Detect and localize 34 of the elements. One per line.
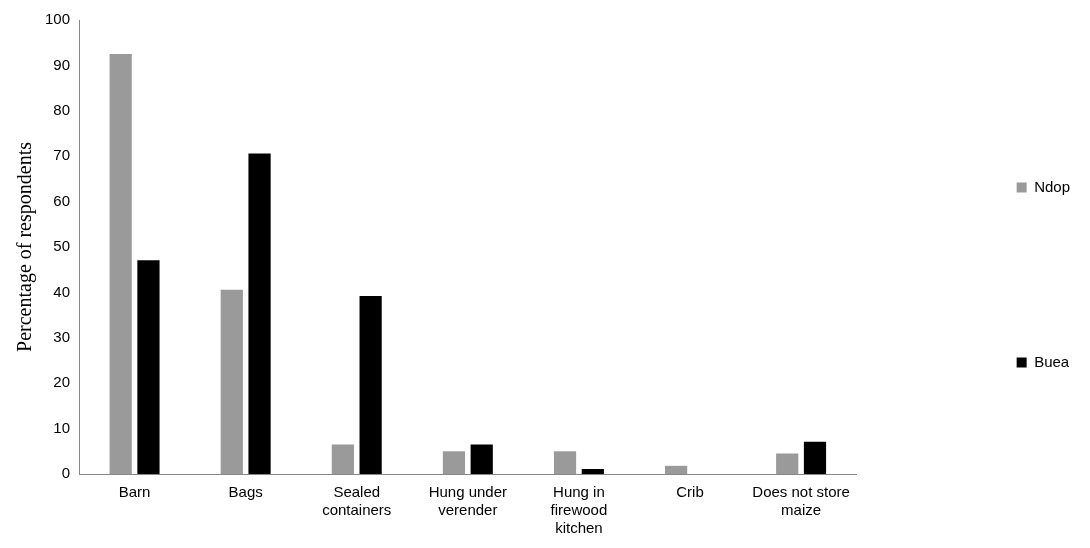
y-tick-label: 70	[53, 146, 71, 164]
x-tick-label: Bags	[228, 483, 263, 501]
bar	[470, 444, 493, 474]
bar	[220, 289, 243, 474]
x-tick-label: Hung in firewood kitchen	[550, 483, 608, 537]
x-tick-label: Crib	[676, 483, 704, 501]
y-tick-label: 10	[53, 418, 71, 436]
y-axis-title: Percentage of respondents	[13, 141, 37, 352]
bar	[359, 296, 382, 474]
legend-label: Buea	[1034, 352, 1070, 370]
legend-label: Ndop	[1034, 177, 1070, 195]
y-tick-label: 60	[53, 191, 71, 209]
bar	[331, 444, 354, 474]
bar	[137, 260, 160, 474]
x-tick-label: Hung under verender	[428, 483, 508, 519]
bar	[776, 453, 799, 474]
bar	[248, 153, 271, 474]
bar	[665, 465, 688, 474]
x-tick-label: Sealed containers	[322, 483, 392, 519]
bar	[803, 441, 827, 474]
y-tick-label: 20	[53, 373, 71, 391]
y-tick-label: 90	[53, 55, 71, 73]
bar	[553, 451, 577, 474]
y-tick-label: 30	[53, 327, 71, 345]
y-tick-label: 100	[45, 10, 71, 28]
y-tick-label: 50	[53, 237, 71, 255]
bar	[109, 54, 132, 474]
y-tick-label: 40	[53, 282, 71, 300]
bar	[581, 469, 604, 474]
x-tick-label: Does not store maize	[752, 483, 850, 519]
y-tick-label: 0	[61, 464, 71, 482]
bar	[442, 451, 466, 474]
y-tick-label: 80	[53, 100, 71, 118]
x-tick-label: Barn	[118, 483, 151, 501]
